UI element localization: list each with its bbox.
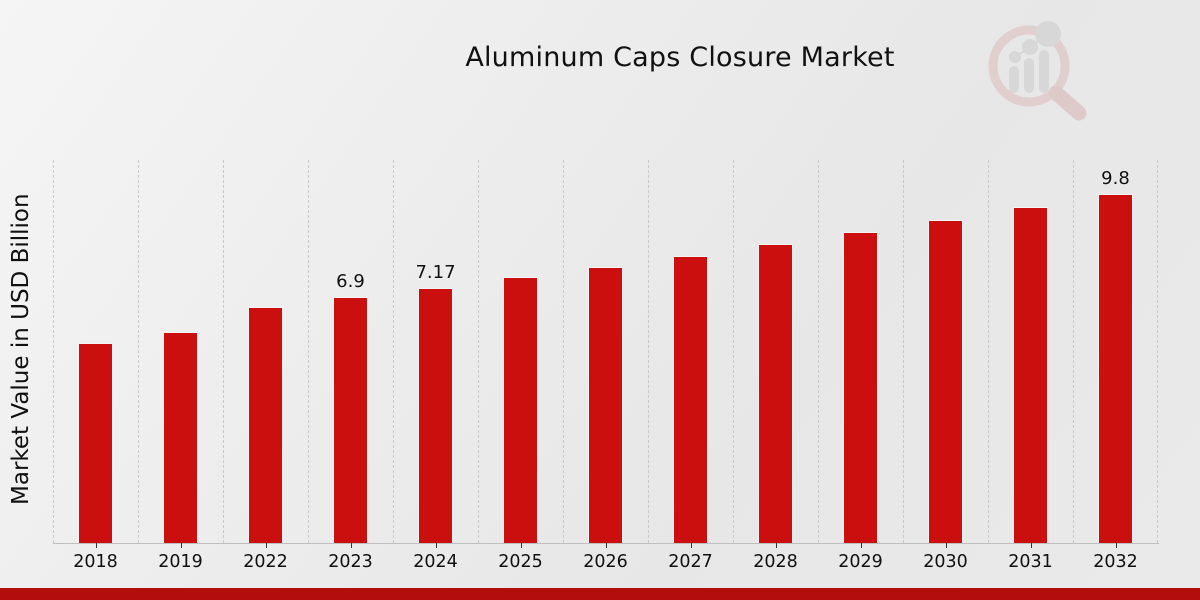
x-axis-tick (265, 543, 267, 548)
bar-2030 (928, 220, 963, 543)
x-axis-tick (690, 543, 692, 548)
x-axis-label-2027: 2027 (668, 552, 713, 572)
x-axis-label-2026: 2026 (583, 552, 628, 572)
x-axis-tick (860, 543, 862, 548)
gridline (818, 160, 819, 543)
bar-2026 (588, 267, 623, 543)
x-axis-tick (350, 543, 352, 548)
y-axis-label: Market Value in USD Billion (8, 193, 34, 505)
bar-2019 (163, 332, 198, 543)
bar-value-label-2023: 6.9 (336, 271, 365, 292)
gridline (138, 160, 139, 543)
gridline (903, 160, 904, 543)
chart-title: Aluminum Caps Closure Market (465, 42, 895, 73)
bar-2022 (248, 307, 283, 543)
gridline (478, 160, 479, 543)
x-axis-label-2030: 2030 (923, 552, 968, 572)
x-axis-tick (435, 543, 437, 548)
bar-2018 (78, 343, 113, 543)
x-axis-tick (605, 543, 607, 548)
magnifier-bar-chart-icon (988, 21, 1087, 121)
gridline (988, 160, 989, 543)
bar-2032 (1098, 194, 1133, 543)
bar-2024 (418, 288, 453, 543)
x-axis-label-2029: 2029 (838, 552, 883, 572)
gridline (1157, 160, 1158, 543)
x-axis-label-2025: 2025 (498, 552, 543, 572)
x-axis-label-2023: 2023 (328, 552, 373, 572)
gridline (223, 160, 224, 543)
x-axis-label-2024: 2024 (413, 552, 458, 572)
x-axis-tick (1030, 543, 1032, 548)
gridline (563, 160, 564, 543)
x-axis-label-2032: 2032 (1093, 552, 1138, 572)
x-axis-tick (95, 543, 97, 548)
x-axis-label-2031: 2031 (1008, 552, 1053, 572)
bar-2028 (758, 244, 793, 543)
bar-2031 (1013, 207, 1048, 543)
bar-2029 (843, 232, 878, 543)
x-axis-tick (945, 543, 947, 548)
x-axis-tick (775, 543, 777, 548)
bar-2023 (333, 297, 368, 543)
x-axis-label-2028: 2028 (753, 552, 798, 572)
gridline (733, 160, 734, 543)
x-axis-tick (180, 543, 182, 548)
bar-2027 (673, 256, 708, 543)
bar-chart-plot: 2018 2019 2022 6.9 2023 7.17 2024 2025 2026 2027 2… (53, 160, 1159, 572)
x-axis-tick (520, 543, 522, 548)
bar-2025 (503, 277, 538, 543)
bar-value-label-2024: 7.17 (415, 262, 456, 283)
x-axis-label-2018: 2018 (73, 552, 118, 572)
gridline (648, 160, 649, 543)
gridline (1073, 160, 1074, 543)
bar-value-label-2032: 9.8 (1101, 168, 1130, 189)
bottom-accent-band (0, 588, 1200, 600)
gridline (308, 160, 309, 543)
x-axis-tick (1115, 543, 1117, 548)
x-axis-label-2022: 2022 (243, 552, 288, 572)
gridline (393, 160, 394, 543)
gridline (53, 160, 54, 543)
x-axis-label-2019: 2019 (158, 552, 203, 572)
